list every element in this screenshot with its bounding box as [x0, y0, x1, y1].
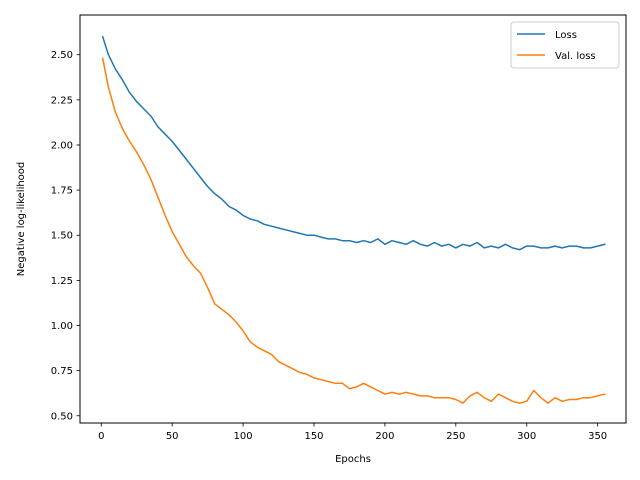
legend-label-1: Loss — [555, 30, 577, 41]
legend-label-2: Val. loss — [555, 51, 596, 62]
plot-frame — [79, 14, 627, 424]
legend: Loss Val. loss — [510, 21, 620, 69]
x-tick-label: 300 — [517, 431, 536, 442]
y-axis-title: Negative log-likelihood — [16, 162, 27, 277]
y-tick-label: 2.25 — [51, 95, 73, 106]
x-axis-title: Epochs — [335, 454, 371, 465]
axes-layer: 0 50 100 150 200 250 300 350 0.50 0.75 1.00 1.25 1.5… — [51, 14, 627, 442]
x-tick-label: 200 — [375, 431, 394, 442]
y-tick-label: 1.25 — [51, 276, 73, 287]
x-tick-label: 0 — [98, 431, 104, 442]
series-line-1 — [101, 35, 606, 251]
x-tick-label: 100 — [234, 431, 253, 442]
y-tick-label: 2.00 — [51, 140, 73, 151]
y-tick-label: 1.75 — [51, 186, 73, 197]
x-tick-label: 350 — [588, 431, 607, 442]
y-tick-label: 1.00 — [51, 321, 73, 332]
x-tick-label: 250 — [446, 431, 465, 442]
y-tick-label: 1.50 — [51, 231, 73, 242]
x-tick-label: 150 — [304, 431, 323, 442]
y-tick-label: 2.50 — [51, 50, 73, 61]
y-tick-label: 0.75 — [51, 366, 73, 377]
series-line-2 — [101, 57, 606, 404]
series-layer — [101, 35, 606, 404]
y-tick-label: 0.50 — [51, 411, 73, 422]
x-tick-label: 50 — [166, 431, 179, 442]
